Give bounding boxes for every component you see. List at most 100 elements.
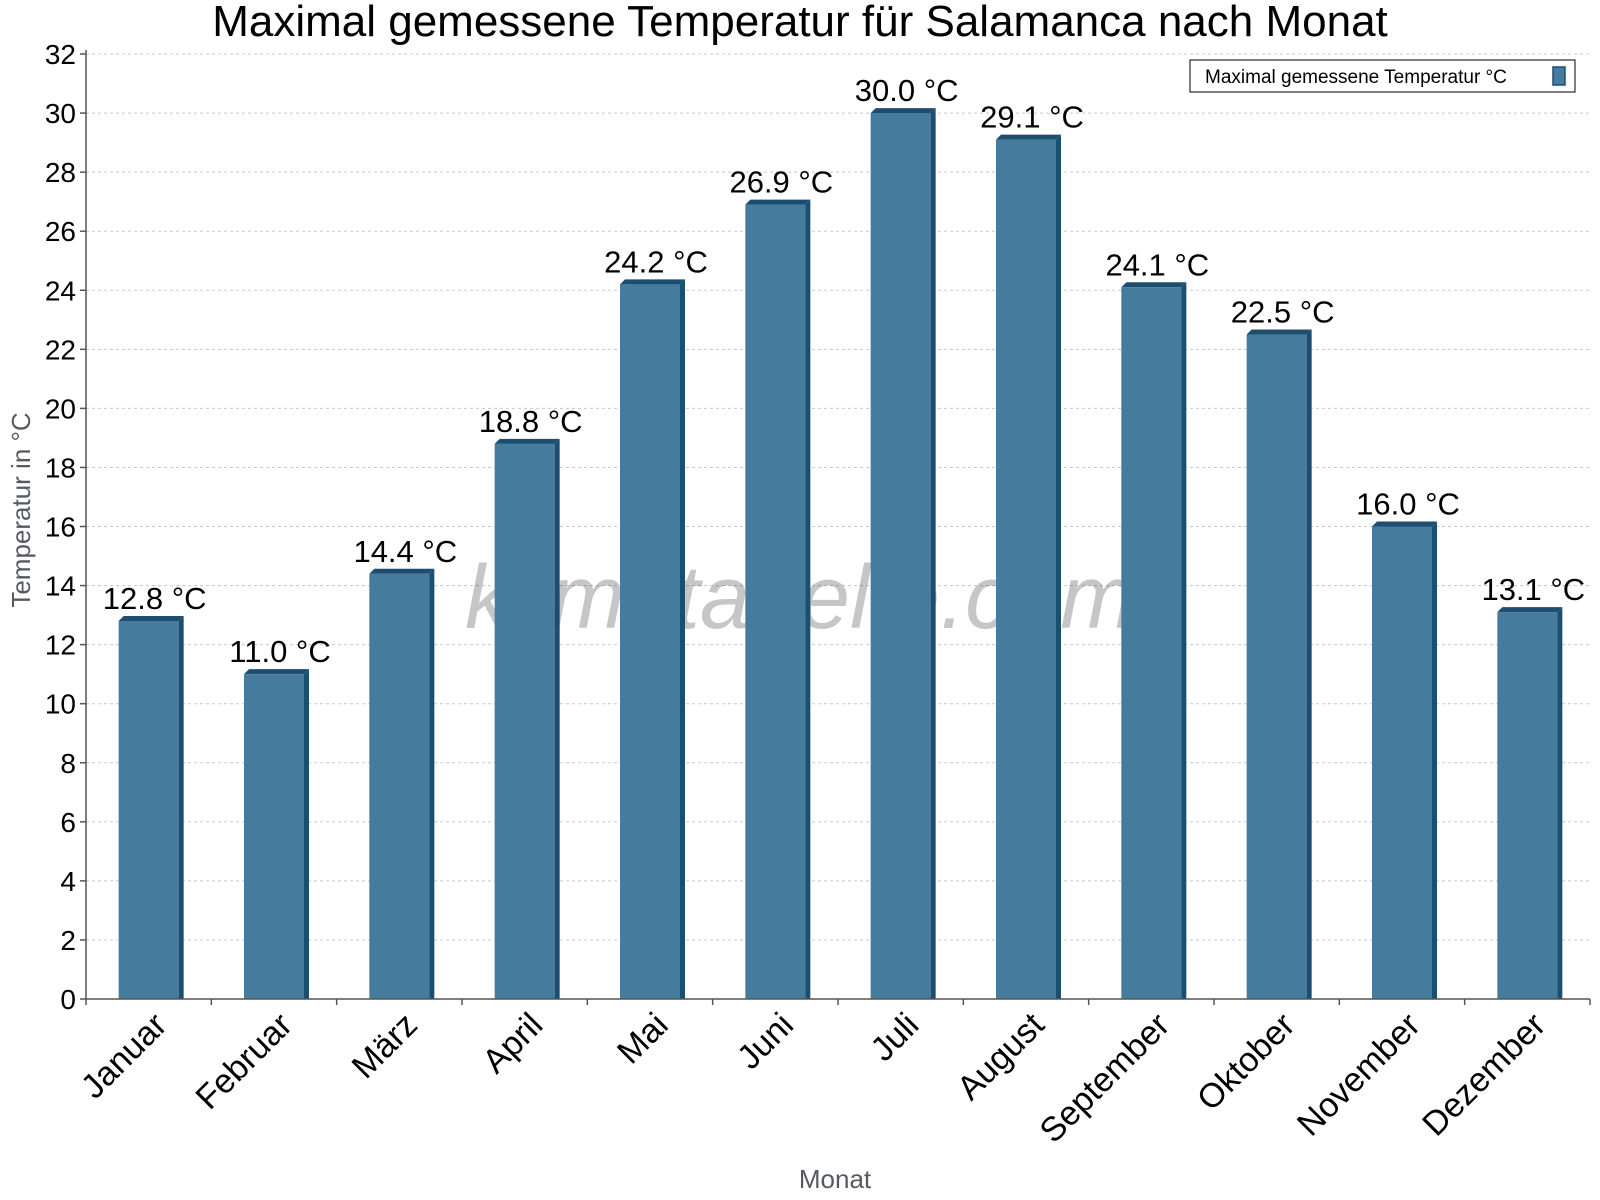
bar-april: 18.8 °C	[479, 404, 583, 999]
y-tick-label: 4	[60, 866, 76, 897]
y-tick-label: 14	[45, 571, 76, 602]
x-tick-label: Juni	[730, 1006, 801, 1077]
axes	[80, 50, 1591, 1005]
data-label: 14.4 °C	[353, 534, 457, 569]
x-tick-label: August	[950, 1005, 1052, 1107]
bar-face	[1121, 287, 1182, 999]
x-tick-label: April	[475, 1006, 550, 1081]
bar-face	[620, 284, 680, 999]
y-tick-label: 8	[60, 748, 76, 779]
bar-face	[745, 204, 806, 999]
data-label: 29.1 °C	[980, 100, 1084, 135]
bar-side	[1306, 329, 1312, 999]
y-tick-label: 18	[45, 452, 76, 483]
bar-top	[1497, 607, 1563, 613]
bar-side	[554, 438, 560, 999]
data-label: 16.0 °C	[1356, 487, 1460, 522]
bar-januar: 12.8 °C	[103, 581, 207, 999]
bar-face	[870, 113, 931, 999]
y-tick-label: 22	[45, 334, 76, 365]
bar-top	[369, 568, 435, 574]
bar-top	[494, 438, 560, 444]
x-tick-label: November	[1290, 1006, 1428, 1144]
bar-side	[304, 669, 309, 999]
y-tick-label: 32	[45, 39, 76, 70]
bar-top	[244, 669, 309, 675]
y-tick-label: 10	[45, 689, 76, 720]
y-tick-label: 2	[60, 925, 76, 956]
bar-side	[1432, 521, 1437, 999]
bar-side	[1056, 134, 1061, 999]
bar-top	[870, 108, 936, 114]
legend-box	[1189, 59, 1576, 93]
bar-face	[494, 443, 555, 999]
bar-side	[1557, 607, 1563, 999]
x-tick-label: Dezember	[1415, 1006, 1553, 1144]
y-tick-label: 16	[45, 512, 76, 543]
bar-februar: 11.0 °C	[229, 634, 331, 999]
bar-face	[1372, 526, 1432, 999]
y-tick-label: 0	[60, 984, 76, 1015]
bar-side	[805, 199, 811, 999]
bar-face	[244, 674, 304, 999]
data-label: 18.8 °C	[479, 404, 583, 439]
bar-top	[745, 199, 811, 205]
bar-side	[1181, 282, 1187, 999]
bar-top	[1372, 521, 1437, 527]
data-label: 24.2 °C	[604, 244, 708, 279]
legend-text: Maximal gemessene Temperatur °C	[1205, 67, 1507, 88]
bars: 12.8 °C 11.0 °C 14.4 °C 18.8 °C 24.2 °C 26.9 …	[103, 73, 1585, 999]
bar-juli: 30.0 °C	[855, 73, 959, 999]
x-tick-label: Juli	[863, 1006, 926, 1069]
bar-top	[620, 279, 685, 285]
bar-november: 16.0 °C	[1356, 487, 1460, 999]
bar-top	[996, 134, 1061, 140]
bar-oktober: 22.5 °C	[1231, 295, 1335, 999]
y-tick-label: 30	[45, 98, 76, 129]
bar-dezember: 13.1 °C	[1481, 572, 1585, 999]
bar-face	[1246, 334, 1307, 999]
legend: Maximal gemessene Temperatur °C	[1189, 59, 1576, 93]
data-label: 24.1 °C	[1105, 247, 1209, 282]
data-label: 22.5 °C	[1231, 295, 1335, 330]
gridlines	[86, 53, 1590, 941]
x-tick-label: Mai	[610, 1006, 676, 1072]
bar-mai: 24.2 °C	[604, 244, 708, 999]
x-tick-label: September	[1033, 1006, 1177, 1150]
y-tick-label: 24	[45, 275, 76, 306]
bar-face	[996, 139, 1056, 999]
bar-side	[930, 108, 936, 999]
bar-august: 29.1 °C	[980, 100, 1084, 999]
data-label: 11.0 °C	[229, 634, 330, 669]
bar-top	[1246, 329, 1312, 335]
bar-top	[1121, 282, 1187, 288]
y-tick-label: 6	[60, 807, 76, 838]
y-tick-label: 28	[45, 157, 76, 188]
x-axis-label: Monat	[799, 1164, 872, 1194]
chart-title: Maximal gemessene Temperatur für Salaman…	[212, 0, 1388, 46]
data-label: 12.8 °C	[103, 581, 207, 616]
x-tick-label: März	[345, 1006, 425, 1086]
data-label: 30.0 °C	[855, 73, 959, 108]
bar-side	[429, 568, 435, 999]
data-label: 13.1 °C	[1481, 572, 1585, 607]
x-tick-label: Januar	[74, 1006, 174, 1106]
bar-side	[680, 279, 685, 999]
legend-swatch	[1552, 66, 1566, 86]
bar-märz: 14.4 °C	[353, 534, 457, 999]
bar-side	[178, 616, 184, 999]
y-tick-label: 20	[45, 393, 76, 424]
bar-face	[1497, 612, 1558, 999]
bar-face	[369, 573, 430, 999]
bar-top	[118, 616, 184, 621]
x-tick-label: Oktober	[1190, 1006, 1302, 1118]
y-axis-label: Temperatur in °C	[6, 412, 36, 607]
bar-face	[118, 621, 179, 999]
x-tick-label: Februar	[189, 1006, 300, 1117]
bar-september: 24.1 °C	[1105, 247, 1209, 999]
bar-juni: 26.9 °C	[729, 165, 833, 999]
y-tick-label: 26	[45, 216, 76, 247]
x-tick-labels: Januar Februar März April Mai Juni Juli AugustS…	[74, 1005, 1553, 1150]
